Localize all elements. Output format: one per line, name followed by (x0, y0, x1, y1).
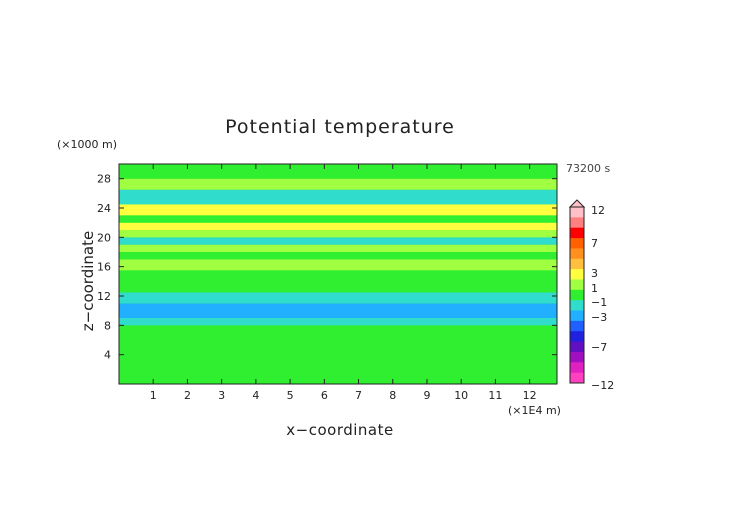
colorbar-label-2: 3 (591, 267, 598, 280)
colorbar-swatch-6 (570, 269, 584, 280)
heatmap-band-5 (119, 303, 557, 318)
heatmap-band-8 (119, 270, 557, 282)
x-tick-label-7: 7 (355, 389, 362, 402)
x-tick-label-3: 3 (218, 389, 225, 402)
chart-title: Potential temperature (225, 116, 455, 138)
y-tick-label-16: 16 (97, 261, 111, 274)
x-tick-label-11: 11 (488, 389, 502, 402)
colorbar-label-0: 12 (591, 204, 605, 217)
x-tick-label-4: 4 (252, 389, 259, 402)
colorbar-swatch-3 (570, 238, 584, 249)
time-label: 73200 s (566, 162, 611, 175)
heatmap-band-10 (119, 252, 557, 260)
x-tick-label-9: 9 (423, 389, 430, 402)
heatmap-band-0 (119, 362, 557, 384)
y-unit-label: (×1000 m) (57, 138, 118, 151)
heatmap-band-19 (119, 178, 557, 190)
colorbar-label-7: −12 (591, 379, 614, 392)
colorbar-swatch-7 (570, 279, 584, 291)
heatmap-band-11 (119, 244, 557, 252)
plot-frame (118, 163, 558, 385)
colorbar-swatch-11 (570, 320, 584, 332)
colorbar-label-4: −1 (591, 296, 607, 309)
colorbar-label-3: 1 (591, 282, 598, 295)
heatmap-band-1 (119, 351, 557, 362)
y-tick-label-20: 20 (97, 231, 111, 244)
x-unit-label: (×1E4 m) (508, 404, 561, 417)
colorbar-label-1: 7 (591, 237, 598, 250)
heatmap-band-6 (119, 292, 557, 304)
colorbar-swatch-5 (570, 258, 584, 270)
x-tick-label-6: 6 (321, 389, 328, 402)
heatmap-band-20 (119, 164, 557, 179)
colorbar-swatch-10 (570, 310, 584, 322)
colorbar-swatch-1 (570, 217, 584, 229)
colorbar-swatch-2 (570, 227, 584, 239)
x-axis-label: x−coordinate (286, 421, 394, 439)
heatmap-band-15 (119, 215, 557, 223)
colorbar-swatch-14 (570, 351, 584, 363)
y-tick-label-8: 8 (104, 319, 111, 332)
y-tick-label-28: 28 (97, 173, 111, 186)
colorbar-swatch-16 (570, 372, 584, 384)
heatmap-band-2 (119, 340, 557, 351)
heatmap-band-18 (119, 189, 557, 197)
x-tick-label-10: 10 (454, 389, 468, 402)
colorbar-swatch-0 (570, 207, 584, 218)
y-tick-label-24: 24 (97, 202, 111, 215)
colorbar-swatch-8 (570, 289, 584, 301)
colorbar-frame (569, 206, 585, 384)
colorbar-swatch-13 (570, 341, 584, 353)
heatmap-band-16 (119, 204, 557, 216)
x-tick-label-5: 5 (287, 389, 294, 402)
colorbar-swatch-15 (570, 362, 584, 374)
heatmap-band-17 (119, 197, 557, 205)
colorbar-swatch-4 (570, 248, 584, 260)
x-tick-label-1: 1 (150, 389, 157, 402)
x-tick-label-8: 8 (389, 389, 396, 402)
heatmap-band-14 (119, 222, 557, 230)
colorbar-swatch-9 (570, 300, 584, 312)
heatmap-band-7 (119, 281, 557, 293)
colorbar-label-6: −7 (591, 341, 607, 354)
y-tick-label-12: 12 (97, 290, 111, 303)
heatmap-band-13 (119, 230, 557, 238)
x-tick-label-2: 2 (184, 389, 191, 402)
heatmap-band-9 (119, 259, 557, 271)
heatmap-band-12 (119, 237, 557, 245)
y-tick-label-4: 4 (104, 349, 111, 362)
heatmap-band-4 (119, 318, 557, 326)
colorbar-arrow (568, 199, 586, 208)
heatmap-band-3 (119, 325, 557, 340)
colorbar-label-5: −3 (591, 311, 607, 324)
colorbar-swatch-12 (570, 331, 584, 343)
x-tick-label-12: 12 (523, 389, 537, 402)
